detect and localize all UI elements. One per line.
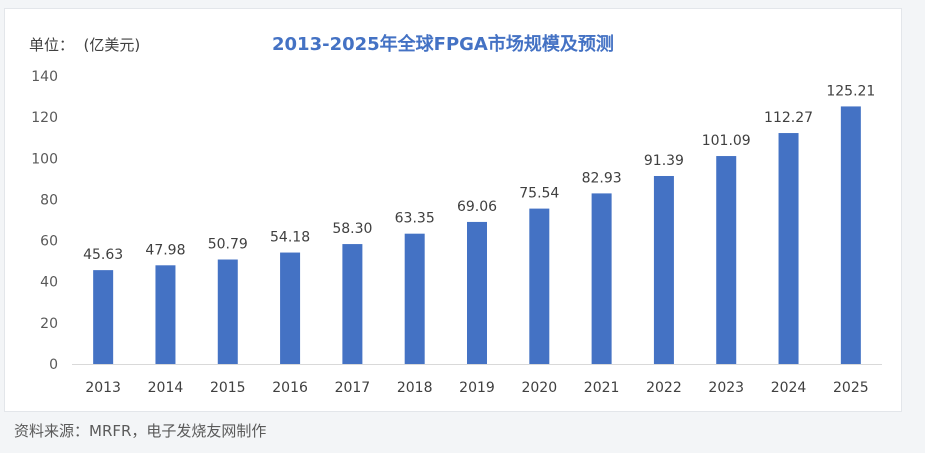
x-tick-label: 2022: [646, 380, 682, 396]
bar: [404, 233, 425, 364]
bar: [467, 221, 487, 364]
x-axis-ticks: 2013 2014 2015 2016 2017 2018 2019 2020 2021 2022…: [85, 380, 868, 396]
bar: [840, 106, 861, 364]
y-tick-label: 40: [40, 275, 58, 291]
data-label: 63.35: [395, 211, 435, 227]
data-label: 125.21: [826, 83, 875, 99]
unit-label: 单位： (亿美元): [29, 36, 141, 54]
x-tick-label: 2018: [397, 380, 433, 396]
bar: [342, 244, 363, 364]
data-label: 54.18: [270, 230, 310, 246]
x-tick-label: 2023: [708, 380, 744, 396]
y-axis-ticks: 0 20 40 60 80 100 120 140: [31, 69, 58, 373]
y-tick-label: 0: [49, 357, 58, 373]
x-tick-label: 2020: [521, 380, 557, 396]
chart-panel: [4, 8, 902, 412]
y-tick-label: 60: [40, 234, 58, 250]
data-label: 91.39: [644, 153, 684, 169]
bar: [280, 252, 301, 364]
bar: [591, 193, 612, 364]
bar: [529, 208, 550, 364]
data-label: 101.09: [702, 133, 751, 149]
bars: [93, 106, 861, 364]
y-tick-label: 80: [40, 192, 58, 208]
data-label: 45.63: [83, 247, 123, 263]
data-label: 82.93: [582, 170, 622, 186]
data-label: 58.30: [332, 221, 372, 237]
source-label: 资料来源：MRFR，电子发烧友网制作: [14, 422, 267, 440]
x-tick-label: 2025: [833, 380, 869, 396]
x-tick-label: 2015: [210, 380, 246, 396]
bar: [778, 133, 799, 364]
x-tick-label: 2013: [85, 380, 121, 396]
x-tick-label: 2024: [771, 380, 807, 396]
data-label: 112.27: [764, 110, 813, 126]
y-tick-label: 100: [31, 151, 58, 167]
x-tick-label: 2021: [584, 380, 620, 396]
data-label: 69.06: [457, 199, 497, 215]
bar: [217, 259, 238, 364]
data-label: 47.98: [145, 242, 185, 258]
bar: [93, 270, 114, 364]
bar: [716, 156, 737, 364]
x-tick-label: 2017: [335, 380, 371, 396]
chart-title: 2013-2025年全球FPGA市场规模及预测: [272, 34, 614, 55]
x-tick-label: 2016: [272, 380, 308, 396]
data-labels: 45.63 47.98 50.79 54.18 58.30 63.35 69.06 75.54…: [83, 83, 875, 263]
bar: [155, 265, 176, 364]
x-tick-label: 2014: [148, 380, 184, 396]
data-label: 75.54: [519, 186, 559, 202]
x-tick-label: 2019: [459, 380, 495, 396]
bar: [653, 175, 674, 364]
y-tick-label: 140: [31, 69, 58, 85]
y-tick-label: 20: [40, 316, 58, 332]
y-tick-label: 120: [31, 110, 58, 126]
data-label: 50.79: [208, 237, 248, 253]
